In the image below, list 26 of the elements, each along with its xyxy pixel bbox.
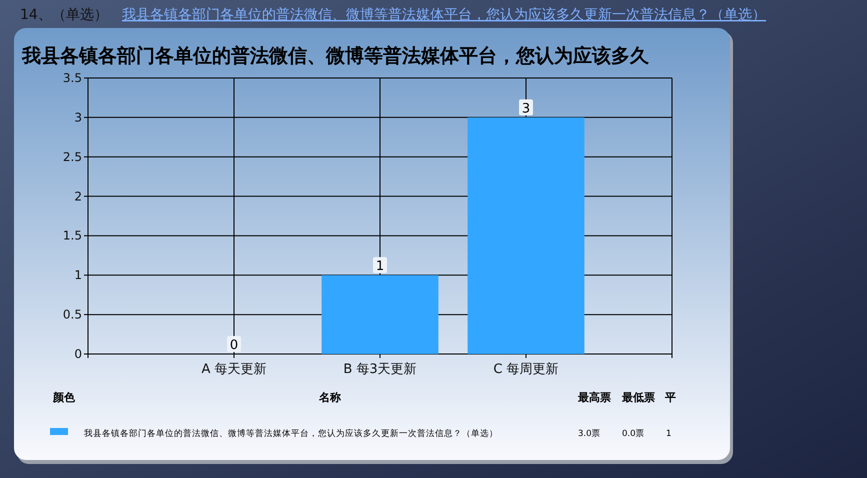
y-tick-label: 3.5	[62, 71, 82, 85]
y-tick-label: 0.5	[62, 308, 82, 322]
text: 最高票	[577, 391, 611, 404]
x-tick-label: C 每周更新	[493, 362, 559, 377]
x-tick-label: B 每3天更新	[343, 362, 417, 377]
data-label: 3	[522, 101, 530, 116]
chart-title: 我县各镇各部门各单位的普法微信、微博等普法媒体平台，您认为应该多久	[21, 45, 650, 67]
text: 1	[666, 429, 672, 439]
data-label: 1	[376, 259, 384, 274]
y-tick-label: 1	[74, 268, 82, 282]
text: 我县各镇各部门各单位的普法微信、微博等普法媒体平台，您认为应该多久更新一次普法信息？（单选）	[122, 6, 766, 23]
y-tick-label: 2.5	[62, 150, 82, 164]
text: 0.0票	[622, 429, 645, 439]
y-tick-label: 3	[74, 110, 82, 124]
text: 平	[664, 391, 676, 404]
text: 颜色	[52, 391, 76, 404]
data-label: 0	[230, 338, 238, 353]
x-tick-label: A 每天更新	[201, 362, 267, 377]
text: 3.0票	[578, 429, 601, 439]
text: 名称	[318, 391, 342, 404]
y-tick-label: 1.5	[62, 228, 82, 243]
legend-label: 我县各镇各部门各单位的普法微信、微博等普法媒体平台，您认为应该多久更新一次普法信息？（单选）	[84, 428, 498, 439]
y-tick-label: 0	[74, 347, 82, 361]
text: 14、（单选）	[20, 7, 108, 23]
text: 最低票	[621, 391, 655, 404]
y-tick-label: 2	[74, 189, 82, 204]
